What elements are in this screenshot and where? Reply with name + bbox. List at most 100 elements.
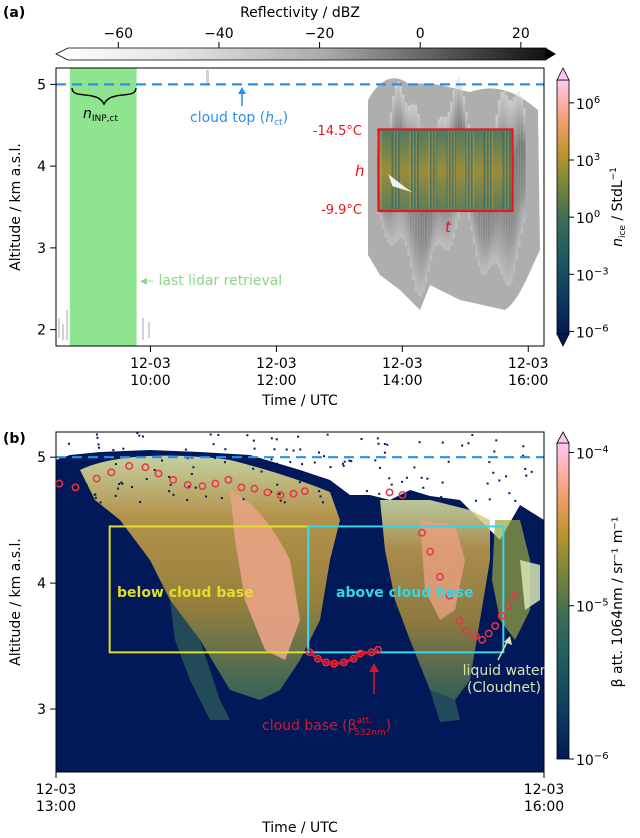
cloud-base-point (484, 629, 493, 638)
cloud-base-point (455, 616, 464, 625)
speckle-dot (508, 492, 511, 495)
speckle-dot (530, 470, 533, 473)
speckle-dot (146, 453, 149, 456)
speckle-dot (420, 476, 423, 479)
speckle-dot (122, 447, 125, 450)
speckle-dot (488, 498, 491, 501)
radar-column (518, 90, 521, 247)
y-tick-label: 3 (37, 241, 46, 257)
speckle-dot (360, 438, 363, 441)
cloud-base-point (211, 479, 220, 488)
speckle-dot (172, 493, 175, 496)
reflectivity-colorbar (55, 47, 556, 61)
ice-column (485, 131, 487, 210)
speckle-dot (141, 435, 144, 438)
cloud-base-point (491, 621, 500, 630)
cloud-base-point (263, 488, 272, 497)
panel-a-ylabel: Altitude / km a.s.l. (8, 143, 24, 271)
beta-colorbar-ticks: 10−4 10−5 10−6 (569, 444, 609, 769)
panel-label-a: (a) (3, 5, 25, 21)
speckle-dot (343, 499, 346, 502)
cloud-base-point (471, 632, 480, 640)
cb-tick-label: 10−3 (576, 266, 609, 284)
cloud-base-line (308, 648, 379, 666)
ice-column (509, 131, 511, 210)
speckle-dot (213, 457, 216, 460)
speckle-dot (488, 461, 491, 464)
ice-column (507, 131, 509, 210)
speckle-dot (493, 450, 496, 453)
speckle-dot (67, 442, 70, 445)
speckle-dot (413, 466, 416, 469)
panel-b-plot (55, 431, 545, 773)
speckle-dot (525, 474, 528, 477)
cloud-base-point (435, 572, 444, 581)
panel-a-y-ticks: 2 3 4 5 (37, 77, 56, 339)
cb-tick-label: 10−4 (576, 444, 609, 462)
cloud-base-point (237, 483, 246, 492)
y-tick-label: 2 (37, 323, 46, 339)
cb-tick-label: 106 (576, 95, 600, 113)
y-tick-label: 4 (37, 159, 46, 175)
cb-tick-label: 10−5 (576, 598, 609, 616)
speckle-dot (114, 463, 117, 466)
speckle-dot (441, 441, 444, 444)
x-tick-date: 12-03 (508, 356, 549, 372)
beta-colorbar (556, 431, 570, 760)
ice-column (506, 131, 508, 210)
lidar-window-band (69, 68, 137, 346)
y-tick-label: 4 (37, 576, 46, 592)
speckle-dot (285, 448, 288, 451)
speckle-dot (136, 432, 139, 435)
ice-column (451, 131, 453, 210)
speckle-dot (272, 467, 275, 470)
ice-column (467, 131, 469, 210)
h-letter: h (355, 162, 365, 180)
dbz-tick-label: −20 (305, 26, 335, 42)
speckle-dot (283, 501, 286, 504)
beta-colorbar-label: β att. 1064nm / sr⁻¹ m⁻¹ (610, 517, 626, 688)
temp-top-label: -14.5°C (313, 124, 362, 139)
ice-column (484, 131, 486, 210)
ice-column (450, 131, 452, 210)
ice-column (483, 131, 485, 210)
speckle-dot (522, 445, 525, 448)
speckle-dot (498, 479, 501, 482)
cloud-base-point (183, 480, 192, 489)
ice-column (503, 131, 505, 210)
reflectivity-colorbar-label: Reflectivity / dBZ (240, 5, 360, 21)
ice-column (452, 131, 454, 210)
speckle-dot (121, 482, 124, 485)
speckle-dot (379, 466, 382, 469)
n-ice-colorbar (556, 67, 570, 347)
liquid-water-label: liquid water (463, 663, 546, 679)
speckle-dot (139, 500, 142, 503)
cloud-base-point (300, 487, 309, 496)
cloud-base-point (445, 591, 454, 600)
speckle-dot (252, 439, 255, 442)
speckle-dot (168, 475, 171, 478)
radar-column (515, 92, 518, 261)
dbz-tick-label: −60 (104, 26, 134, 42)
speckle-dot (224, 448, 227, 451)
cloud-base-point (461, 627, 470, 635)
panel-label-b: (b) (3, 431, 26, 447)
cloud-top-label: cloud top (hct) (190, 110, 288, 128)
speckle-dot (377, 442, 380, 445)
speckle-dot (99, 501, 102, 504)
cloud-base-point (510, 591, 519, 600)
speckle-dot (401, 480, 404, 483)
temp-bottom-label: -9.9°C (321, 203, 362, 218)
ice-column (414, 131, 416, 210)
cloud-base-point (497, 611, 506, 620)
liquid-water-arrow (497, 636, 512, 661)
ice-column (411, 131, 413, 210)
speckle-dot (194, 486, 197, 489)
ice-column (393, 131, 395, 210)
cb-tick-label: 100 (576, 209, 600, 227)
x-tick-time: 14:00 (382, 373, 422, 389)
speckle-dot (299, 448, 302, 451)
panel-b-xlabel: Time / UTC (261, 820, 338, 836)
radar-column (422, 142, 425, 292)
